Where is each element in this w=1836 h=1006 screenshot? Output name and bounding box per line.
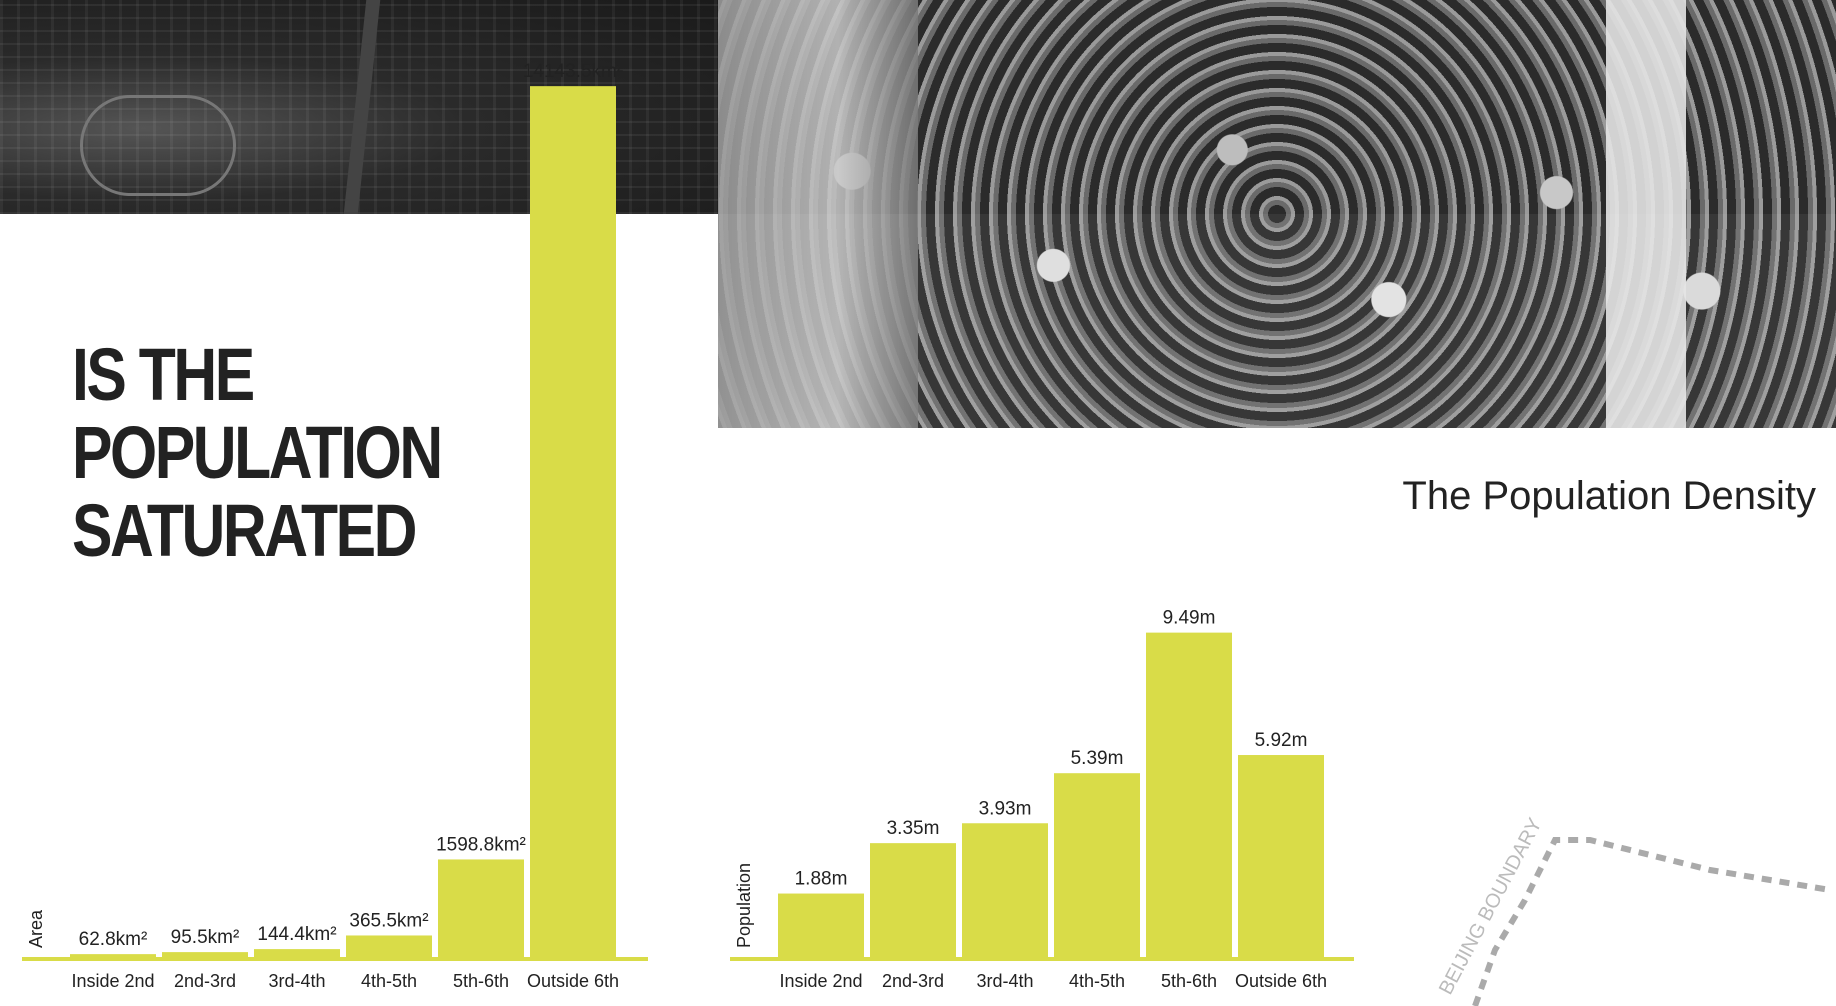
area-bar — [438, 859, 524, 958]
crowd-photo — [718, 0, 1836, 428]
page-title: IS THE POPULATION SATURATED — [72, 333, 443, 572]
train-door-shape — [718, 0, 918, 428]
area-bar — [70, 954, 156, 958]
area-category-label: Outside 6th — [527, 971, 619, 991]
population-value-label: 3.93m — [979, 798, 1032, 819]
area-bar-chart: 62.8km² Inside 2nd 95.5km² 2nd-3rd 144.4km² 3… — [22, 61, 648, 991]
area-bar — [530, 86, 616, 959]
population-category-label: Inside 2nd — [779, 971, 862, 991]
area-value-label: 144.4km² — [257, 924, 336, 945]
population-value-label: 9.49m — [1163, 608, 1216, 629]
title-line-2: POPULATION — [72, 411, 443, 494]
population-category-label: 4th-5th — [1069, 971, 1125, 991]
area-bar — [254, 949, 340, 958]
population-value-label: 5.39m — [1071, 748, 1124, 769]
population-bar — [870, 843, 956, 958]
boundary-dashed-line — [1472, 837, 1831, 1006]
population-bar-chart: 1.88m Inside 2nd 3.35m 2nd-3rd 3.93m 3rd-4th 5… — [730, 608, 1354, 991]
area-value-label: 365.5km² — [349, 910, 428, 931]
area-value-label: 62.8km² — [79, 929, 148, 950]
area-category-label: 4th-5th — [361, 971, 417, 991]
title-line-3: SATURATED — [72, 489, 417, 572]
area-bar — [162, 952, 248, 958]
area-axis-label: Area — [26, 909, 46, 948]
population-bar — [1054, 773, 1140, 958]
area-category-label: 3rd-4th — [268, 971, 325, 991]
area-category-label: Inside 2nd — [71, 971, 154, 991]
population-value-label: 1.88m — [795, 869, 848, 890]
pillar-shape — [1606, 0, 1686, 428]
population-value-label: 5.92m — [1255, 730, 1308, 751]
population-bar — [962, 823, 1048, 958]
area-value-label: 95.5km² — [171, 927, 240, 948]
population-value-label: 3.35m — [887, 818, 940, 839]
population-category-label: Outside 6th — [1235, 971, 1327, 991]
area-category-label: 5th-6th — [453, 971, 509, 991]
population-axis-label: Population — [734, 863, 754, 948]
population-bar — [1238, 755, 1324, 958]
population-category-label: 2nd-3rd — [882, 971, 944, 991]
population-category-label: 5th-6th — [1161, 971, 1217, 991]
racetrack-shape — [80, 95, 236, 196]
population-category-label: 3rd-4th — [976, 971, 1033, 991]
photo-shade — [718, 214, 1836, 428]
boundary-label: BEIJING BOUNDARY — [1435, 815, 1547, 999]
beijing-boundary-map: BEIJING BOUNDARY — [1435, 815, 1831, 1006]
area-value-label: 14143.5km² — [523, 61, 623, 82]
population-bar — [1146, 632, 1232, 958]
area-value-label: 1598.8km² — [436, 834, 526, 855]
area-bar — [346, 935, 432, 958]
title-line-1: IS THE — [72, 333, 255, 416]
population-density-title: The Population Density — [1402, 474, 1816, 518]
area-category-label: 2nd-3rd — [174, 971, 236, 991]
population-bar — [778, 893, 864, 958]
